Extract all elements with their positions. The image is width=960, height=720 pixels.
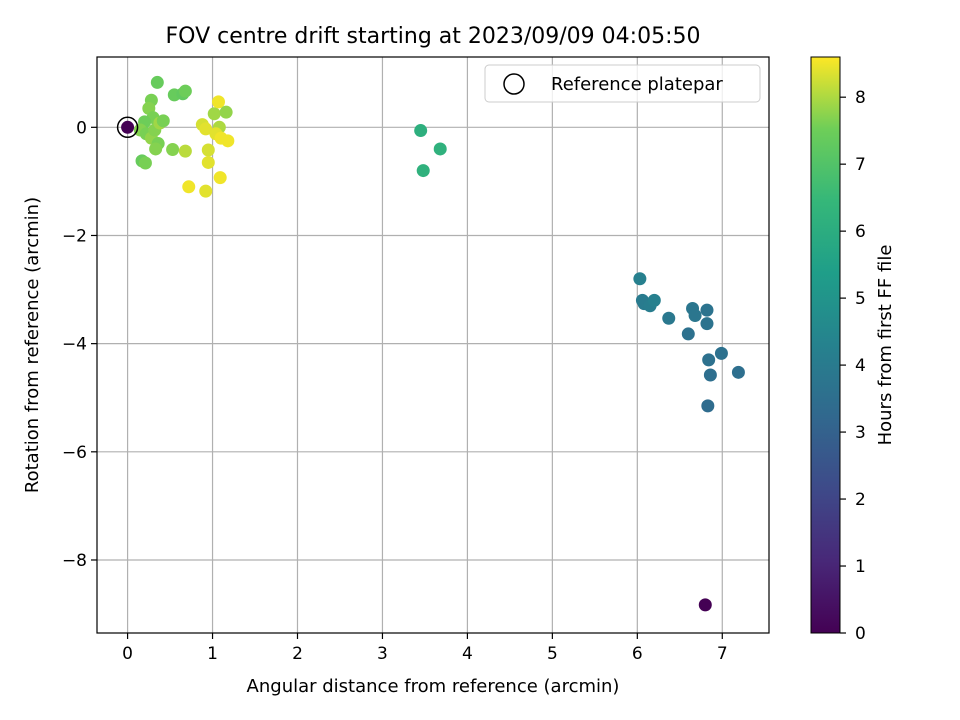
colorbar-tick-label: 7 bbox=[855, 155, 866, 175]
colorbar-label: Hours from first FF file bbox=[875, 245, 896, 446]
scatter-point bbox=[207, 107, 221, 121]
scatter-point bbox=[433, 142, 447, 156]
scatter-point bbox=[633, 272, 647, 286]
scatter-point bbox=[219, 105, 233, 119]
y-tick-label: −6 bbox=[62, 443, 87, 463]
scatter-point bbox=[703, 368, 717, 382]
legend-box bbox=[484, 64, 761, 103]
x-axis-label: Angular distance from reference (arcmin) bbox=[247, 676, 620, 697]
colorbar-ticks: 0 1 2 3 4 5 6 7 8 bbox=[840, 88, 866, 644]
x-tick-label: 2 bbox=[292, 644, 303, 664]
legend-marker-reference bbox=[503, 73, 525, 95]
legend: Reference platepar bbox=[484, 64, 761, 103]
scatter-point bbox=[156, 114, 170, 128]
colorbar bbox=[810, 56, 841, 634]
y-axis-ticks: 0 −2 −4 −6 −8 bbox=[62, 118, 97, 571]
scatter-point bbox=[714, 346, 728, 360]
scatter-point bbox=[731, 365, 745, 379]
y-tick-label: −2 bbox=[62, 226, 87, 246]
y-axis-label: Rotation from reference (arcmin) bbox=[22, 197, 43, 493]
y-tick-label: −8 bbox=[62, 551, 87, 571]
legend-label-reference: Reference platepar bbox=[551, 74, 723, 95]
colorbar-tick-label: 4 bbox=[855, 356, 866, 376]
chart-title: FOV centre drift starting at 2023/09/09 … bbox=[166, 24, 701, 49]
scatter-point bbox=[149, 142, 163, 156]
scatter-points bbox=[116, 75, 745, 612]
x-tick-label: 5 bbox=[547, 644, 558, 664]
x-tick-label: 4 bbox=[462, 644, 473, 664]
colorbar-tick-label: 3 bbox=[855, 423, 866, 443]
scatter-point bbox=[688, 309, 702, 323]
scatter-point bbox=[199, 122, 213, 136]
scatter-point bbox=[416, 164, 430, 178]
scatter-point bbox=[221, 134, 235, 148]
x-tick-label: 7 bbox=[717, 644, 728, 664]
scatter-point bbox=[700, 317, 714, 331]
scatter-point bbox=[702, 353, 716, 367]
scatter-point bbox=[698, 598, 712, 612]
scatter-point bbox=[201, 143, 215, 157]
x-tick-label: 1 bbox=[207, 644, 218, 664]
scatter-point bbox=[414, 124, 428, 138]
scatter-point bbox=[201, 155, 215, 169]
scatter-point bbox=[166, 142, 180, 156]
scatter-point bbox=[647, 293, 661, 307]
scatter-point bbox=[138, 156, 152, 170]
scatter-point bbox=[199, 184, 213, 198]
reference-platepar-marker bbox=[116, 116, 139, 139]
colorbar-tick-label: 1 bbox=[855, 557, 866, 577]
scatter-point bbox=[701, 399, 715, 413]
scatter-point bbox=[182, 180, 196, 194]
scatter-point bbox=[211, 95, 225, 109]
y-tick-label: −4 bbox=[62, 335, 87, 355]
y-tick-label: 0 bbox=[76, 118, 87, 138]
colorbar-tick-label: 2 bbox=[855, 490, 866, 510]
colorbar-tick-label: 6 bbox=[855, 222, 866, 242]
colorbar-tick-label: 8 bbox=[855, 88, 866, 108]
plot-frame bbox=[96, 56, 770, 634]
scatter-point bbox=[178, 84, 192, 98]
x-tick-label: 6 bbox=[632, 644, 643, 664]
scatter-point bbox=[150, 75, 164, 89]
x-tick-label: 3 bbox=[377, 644, 388, 664]
scatter-point bbox=[121, 120, 135, 134]
scatter-point bbox=[662, 311, 676, 325]
colorbar-tick-label: 5 bbox=[855, 289, 866, 309]
scatter-point bbox=[213, 171, 227, 185]
x-axis-ticks: 0 1 2 3 4 5 6 7 bbox=[122, 633, 728, 664]
colorbar-tick-label: 0 bbox=[855, 624, 866, 644]
x-tick-label: 0 bbox=[122, 644, 133, 664]
scatter-point bbox=[178, 144, 192, 158]
scatter-point bbox=[700, 303, 714, 317]
scatter-point bbox=[681, 327, 695, 341]
